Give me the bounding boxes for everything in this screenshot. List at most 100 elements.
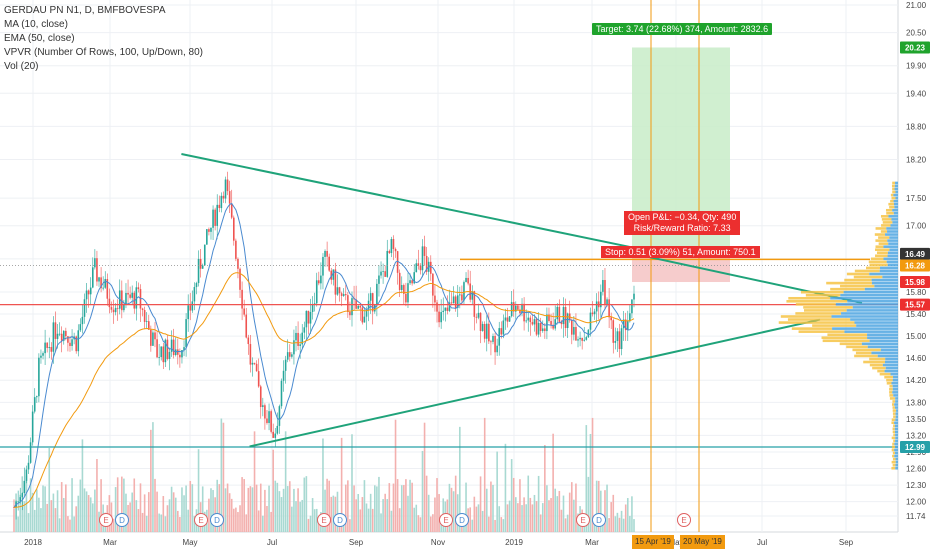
vpvr-bar-up: [892, 190, 896, 194]
volume-bar: [235, 507, 237, 532]
stop-label[interactable]: Stop: 0.51 (3.09%) 51, Amount: 750.1: [601, 246, 760, 258]
volume-bar: [434, 497, 436, 532]
volume-bar: [361, 497, 364, 532]
volume-bar: [251, 487, 254, 532]
stop-zone: [632, 253, 730, 283]
candle-body: [195, 283, 198, 288]
vpvr-bar-down: [894, 403, 898, 406]
volume-bar: [54, 508, 57, 532]
legend-ema: EMA (50, close): [4, 33, 75, 44]
vpvr-bar-up: [878, 236, 890, 239]
volume-bar: [31, 492, 34, 532]
candle-body: [467, 277, 469, 284]
volume-bar: [79, 479, 82, 532]
candle-body: [114, 307, 117, 313]
volume-bar: [154, 478, 156, 532]
candle-body: [575, 326, 577, 341]
vpvr-bar-down: [892, 388, 898, 391]
volume-bar: [409, 479, 411, 532]
volume-bar: [282, 488, 285, 532]
candle-body: [440, 312, 442, 323]
candle-body: [19, 497, 22, 502]
volume-bar: [459, 426, 461, 532]
volume-bar: [485, 488, 488, 532]
candle-body: [160, 346, 163, 358]
event-marker-earnings: E: [439, 513, 453, 527]
x-tick-label: Nov: [431, 538, 445, 547]
volume-bar: [369, 493, 372, 532]
vpvr-bar-down: [893, 193, 898, 197]
volume-bar: [208, 498, 210, 532]
volume-bar: [465, 482, 467, 532]
vpvr-bar-down: [895, 181, 898, 185]
candle-body: [313, 303, 316, 305]
event-marker-label: D: [119, 516, 125, 525]
volume-bar: [266, 506, 268, 532]
candle-body: [100, 277, 102, 289]
volume-bar: [521, 505, 523, 532]
vpvr-bar-up: [869, 263, 888, 267]
vpvr-bar-down: [850, 318, 898, 321]
volume-bar: [531, 504, 534, 532]
volume-bar: [259, 483, 262, 532]
volume-bar: [527, 475, 530, 532]
event-marker-earnings: E: [576, 513, 590, 527]
volume-bar: [224, 488, 227, 532]
candle-body: [189, 305, 192, 311]
volume-bar: [65, 484, 67, 532]
candle-body: [334, 269, 337, 295]
volume-bar: [29, 478, 32, 532]
vpvr-bar-down: [892, 384, 898, 388]
vpvr-bar-up: [892, 406, 896, 409]
vpvr-bar-down: [869, 339, 898, 343]
candle-body: [533, 319, 536, 325]
volume-bar: [50, 500, 53, 532]
volume-bar: [413, 507, 416, 532]
volume-bar: [112, 518, 115, 532]
event-marker-circle: [455, 513, 469, 527]
candle-body: [566, 313, 569, 329]
candle-body: [75, 336, 78, 352]
candle-body: [560, 321, 563, 325]
vpvr-bar-down: [894, 430, 898, 434]
volume-bar: [448, 483, 451, 532]
vpvr-bar-up: [822, 339, 870, 343]
volume-bar: [226, 483, 229, 532]
vpvr-bar-up: [870, 257, 884, 261]
volume-bar: [400, 485, 403, 532]
pnl-label[interactable]: Open P&L: −0.34, Qty: 490 Risk/Reward Ra…: [624, 211, 741, 235]
y-tick-label: 21.00: [906, 1, 927, 10]
vpvr-bar-down: [884, 360, 898, 364]
vpvr-bar-down: [895, 460, 898, 464]
event-marker-circle: [592, 513, 606, 527]
volume-bar: [85, 491, 88, 532]
volume-bar: [554, 488, 557, 532]
candle-body: [465, 277, 467, 283]
candle-body: [564, 307, 567, 329]
volume-bar: [249, 486, 252, 532]
vpvr-bar-down: [852, 306, 898, 309]
candle-body: [390, 239, 393, 254]
candle-body: [570, 320, 573, 335]
volume-bar: [87, 495, 90, 532]
event-marker-circle: [317, 513, 331, 527]
candle-body: [54, 322, 57, 339]
candle-body: [36, 396, 38, 398]
vpvr-bar-down: [888, 242, 898, 245]
volume-bar: [91, 503, 94, 532]
candle-body: [585, 337, 588, 340]
volume-bar: [89, 497, 92, 532]
vpvr-bar-down: [894, 421, 898, 425]
vpvr-bar-down: [892, 378, 898, 382]
candle-body: [224, 179, 227, 199]
volume-bar: [353, 485, 355, 532]
volume-bar: [388, 483, 391, 532]
vpvr-bar-up: [885, 208, 893, 212]
vpvr-bar-up: [780, 315, 832, 318]
candle-body: [50, 347, 53, 352]
volume-bar: [293, 488, 295, 532]
target-label[interactable]: Target: 3.74 (22.68%) 374, Amount: 2832.…: [592, 23, 773, 35]
vpvr-bar-down: [895, 196, 898, 200]
volume-bar: [419, 517, 422, 532]
